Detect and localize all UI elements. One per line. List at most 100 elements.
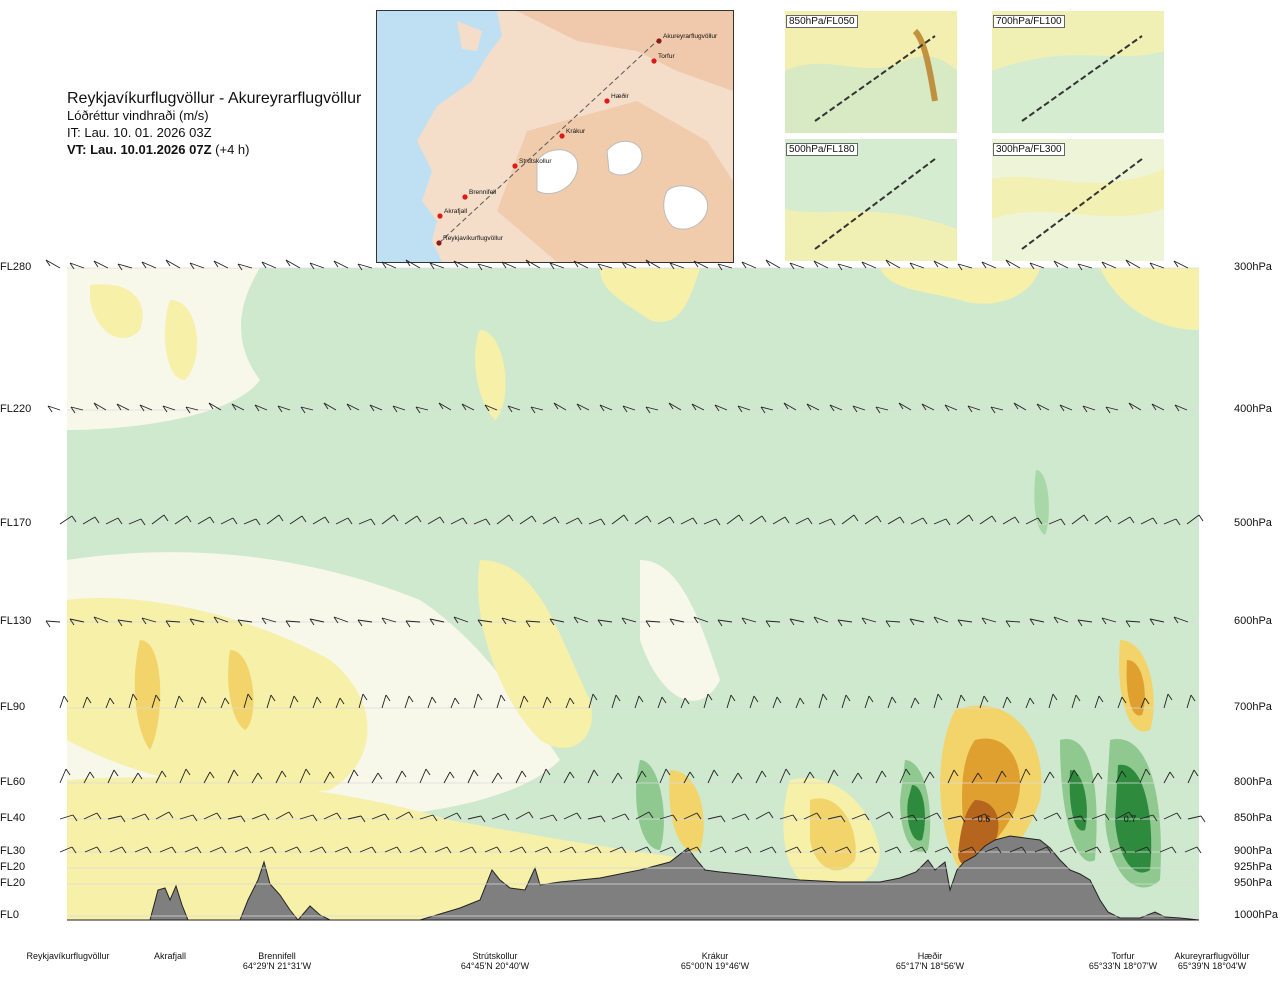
wind-barb bbox=[461, 403, 475, 411]
wind-barb bbox=[611, 514, 629, 525]
wind-barb bbox=[275, 770, 287, 784]
field-value-label: 0.6 bbox=[978, 814, 991, 824]
wind-barb bbox=[956, 514, 974, 525]
waypoint-label: Reykjavíkurflugvöllur bbox=[443, 235, 504, 242]
wind-barb bbox=[827, 769, 839, 784]
pressure-level-label: 700hPa bbox=[1234, 701, 1272, 713]
wind-barb bbox=[539, 768, 551, 784]
pressure-level-label: 500hPa bbox=[1234, 517, 1272, 529]
wind-barb bbox=[404, 515, 422, 525]
wind-barb bbox=[861, 617, 877, 625]
wind-barb bbox=[93, 616, 109, 624]
wind-barb bbox=[347, 769, 359, 784]
wind-barb bbox=[1043, 771, 1055, 784]
wind-barb bbox=[519, 515, 537, 525]
wind-barb bbox=[1091, 813, 1110, 821]
wind-barb bbox=[923, 771, 935, 784]
wind-barb bbox=[1159, 846, 1177, 854]
route-title: Reykjavíkurflugvöllur - Akureyrarflugvöl… bbox=[67, 90, 362, 107]
wind-barb bbox=[979, 515, 997, 525]
wind-barb bbox=[477, 619, 493, 627]
wind-barb bbox=[875, 770, 887, 784]
pressure-level-label: 900hPa bbox=[1234, 845, 1272, 857]
wind-barb bbox=[234, 846, 252, 854]
wind-barb bbox=[864, 515, 882, 525]
wind-barb bbox=[109, 846, 127, 854]
wind-barb bbox=[82, 516, 100, 525]
wind-barb bbox=[1084, 846, 1102, 854]
wind-barb bbox=[93, 260, 109, 269]
wind-barb bbox=[981, 261, 997, 269]
inset-label-300: 300hPa/FL300 bbox=[993, 143, 1065, 156]
wind-barb bbox=[141, 261, 157, 269]
wind-barb bbox=[1173, 616, 1189, 624]
pressure-level-label: 300hPa bbox=[1234, 261, 1272, 273]
wind-barb bbox=[179, 814, 198, 822]
wind-barb bbox=[634, 695, 644, 709]
wind-barb bbox=[837, 263, 853, 271]
wind-barb bbox=[553, 402, 567, 411]
wind-barb bbox=[597, 263, 613, 271]
wind-barb bbox=[1002, 696, 1012, 709]
wind-barb bbox=[995, 770, 1007, 784]
wind-barb bbox=[621, 261, 637, 269]
wind-barb bbox=[467, 769, 479, 784]
waypoint-label: Akureyrarflugvöllur bbox=[663, 33, 718, 40]
wind-barb bbox=[909, 262, 925, 270]
wind-barb bbox=[1025, 517, 1043, 525]
wind-barb bbox=[59, 695, 69, 709]
wind-barb bbox=[203, 771, 215, 784]
wind-barb bbox=[357, 619, 373, 627]
wind-barb bbox=[683, 771, 695, 784]
wind-barbs bbox=[45, 259, 1206, 854]
wind-barb bbox=[289, 515, 307, 525]
inset-label-500: 500hPa/FL180 bbox=[786, 143, 858, 156]
wind-barb bbox=[213, 616, 229, 624]
wind-barb bbox=[83, 812, 102, 820]
wind-barb bbox=[323, 402, 337, 411]
wind-barb bbox=[693, 260, 709, 269]
wind-barb bbox=[453, 260, 469, 269]
wind-barb bbox=[680, 517, 698, 525]
wind-barb bbox=[409, 846, 427, 854]
wind-barb bbox=[1186, 514, 1204, 525]
inset-map-850-graphic bbox=[785, 11, 957, 133]
wind-barb bbox=[323, 812, 342, 820]
wind-barb bbox=[266, 514, 284, 525]
wind-barb bbox=[813, 616, 829, 624]
wind-barb bbox=[1117, 516, 1135, 525]
wind-barb bbox=[1034, 846, 1052, 854]
inset-map-850: 850hPa/FL050 bbox=[785, 11, 957, 133]
wind-barb bbox=[809, 846, 827, 854]
wind-barb bbox=[419, 814, 438, 822]
wind-barb bbox=[760, 406, 774, 414]
wind-barb bbox=[59, 846, 77, 854]
wind-barb bbox=[501, 261, 517, 269]
waypoint-label: Akrafjall bbox=[444, 208, 468, 215]
field-annotations: 0.6 0.7 bbox=[978, 814, 1137, 824]
wind-barb bbox=[213, 260, 229, 269]
wind-barb bbox=[971, 813, 990, 821]
wind-barb bbox=[369, 404, 383, 412]
location-label: Strútskollur 64°45'N 20°40'W bbox=[461, 951, 529, 971]
wind-barb bbox=[899, 814, 918, 822]
wind-barb bbox=[813, 260, 829, 269]
wind-barb bbox=[1048, 693, 1058, 709]
flight-level-label: FL0 bbox=[0, 909, 19, 921]
wind-barb bbox=[1002, 516, 1020, 525]
wind-barb bbox=[509, 846, 527, 854]
wind-barb bbox=[1174, 404, 1188, 412]
wind-barb bbox=[1043, 812, 1062, 820]
wind-barb bbox=[237, 619, 253, 627]
wind-barb bbox=[837, 619, 853, 627]
wind-barb bbox=[659, 768, 671, 784]
wind-barb bbox=[384, 846, 402, 854]
wind-barb bbox=[415, 406, 429, 414]
wind-barb bbox=[1048, 518, 1066, 526]
flight-level-label: FL60 bbox=[0, 776, 26, 788]
wind-barb bbox=[309, 846, 327, 854]
location-name: Reykjavíkurflugvöllur bbox=[26, 951, 110, 961]
wind-barb bbox=[151, 694, 161, 709]
wind-barb bbox=[484, 846, 502, 854]
wind-barb bbox=[491, 772, 503, 784]
